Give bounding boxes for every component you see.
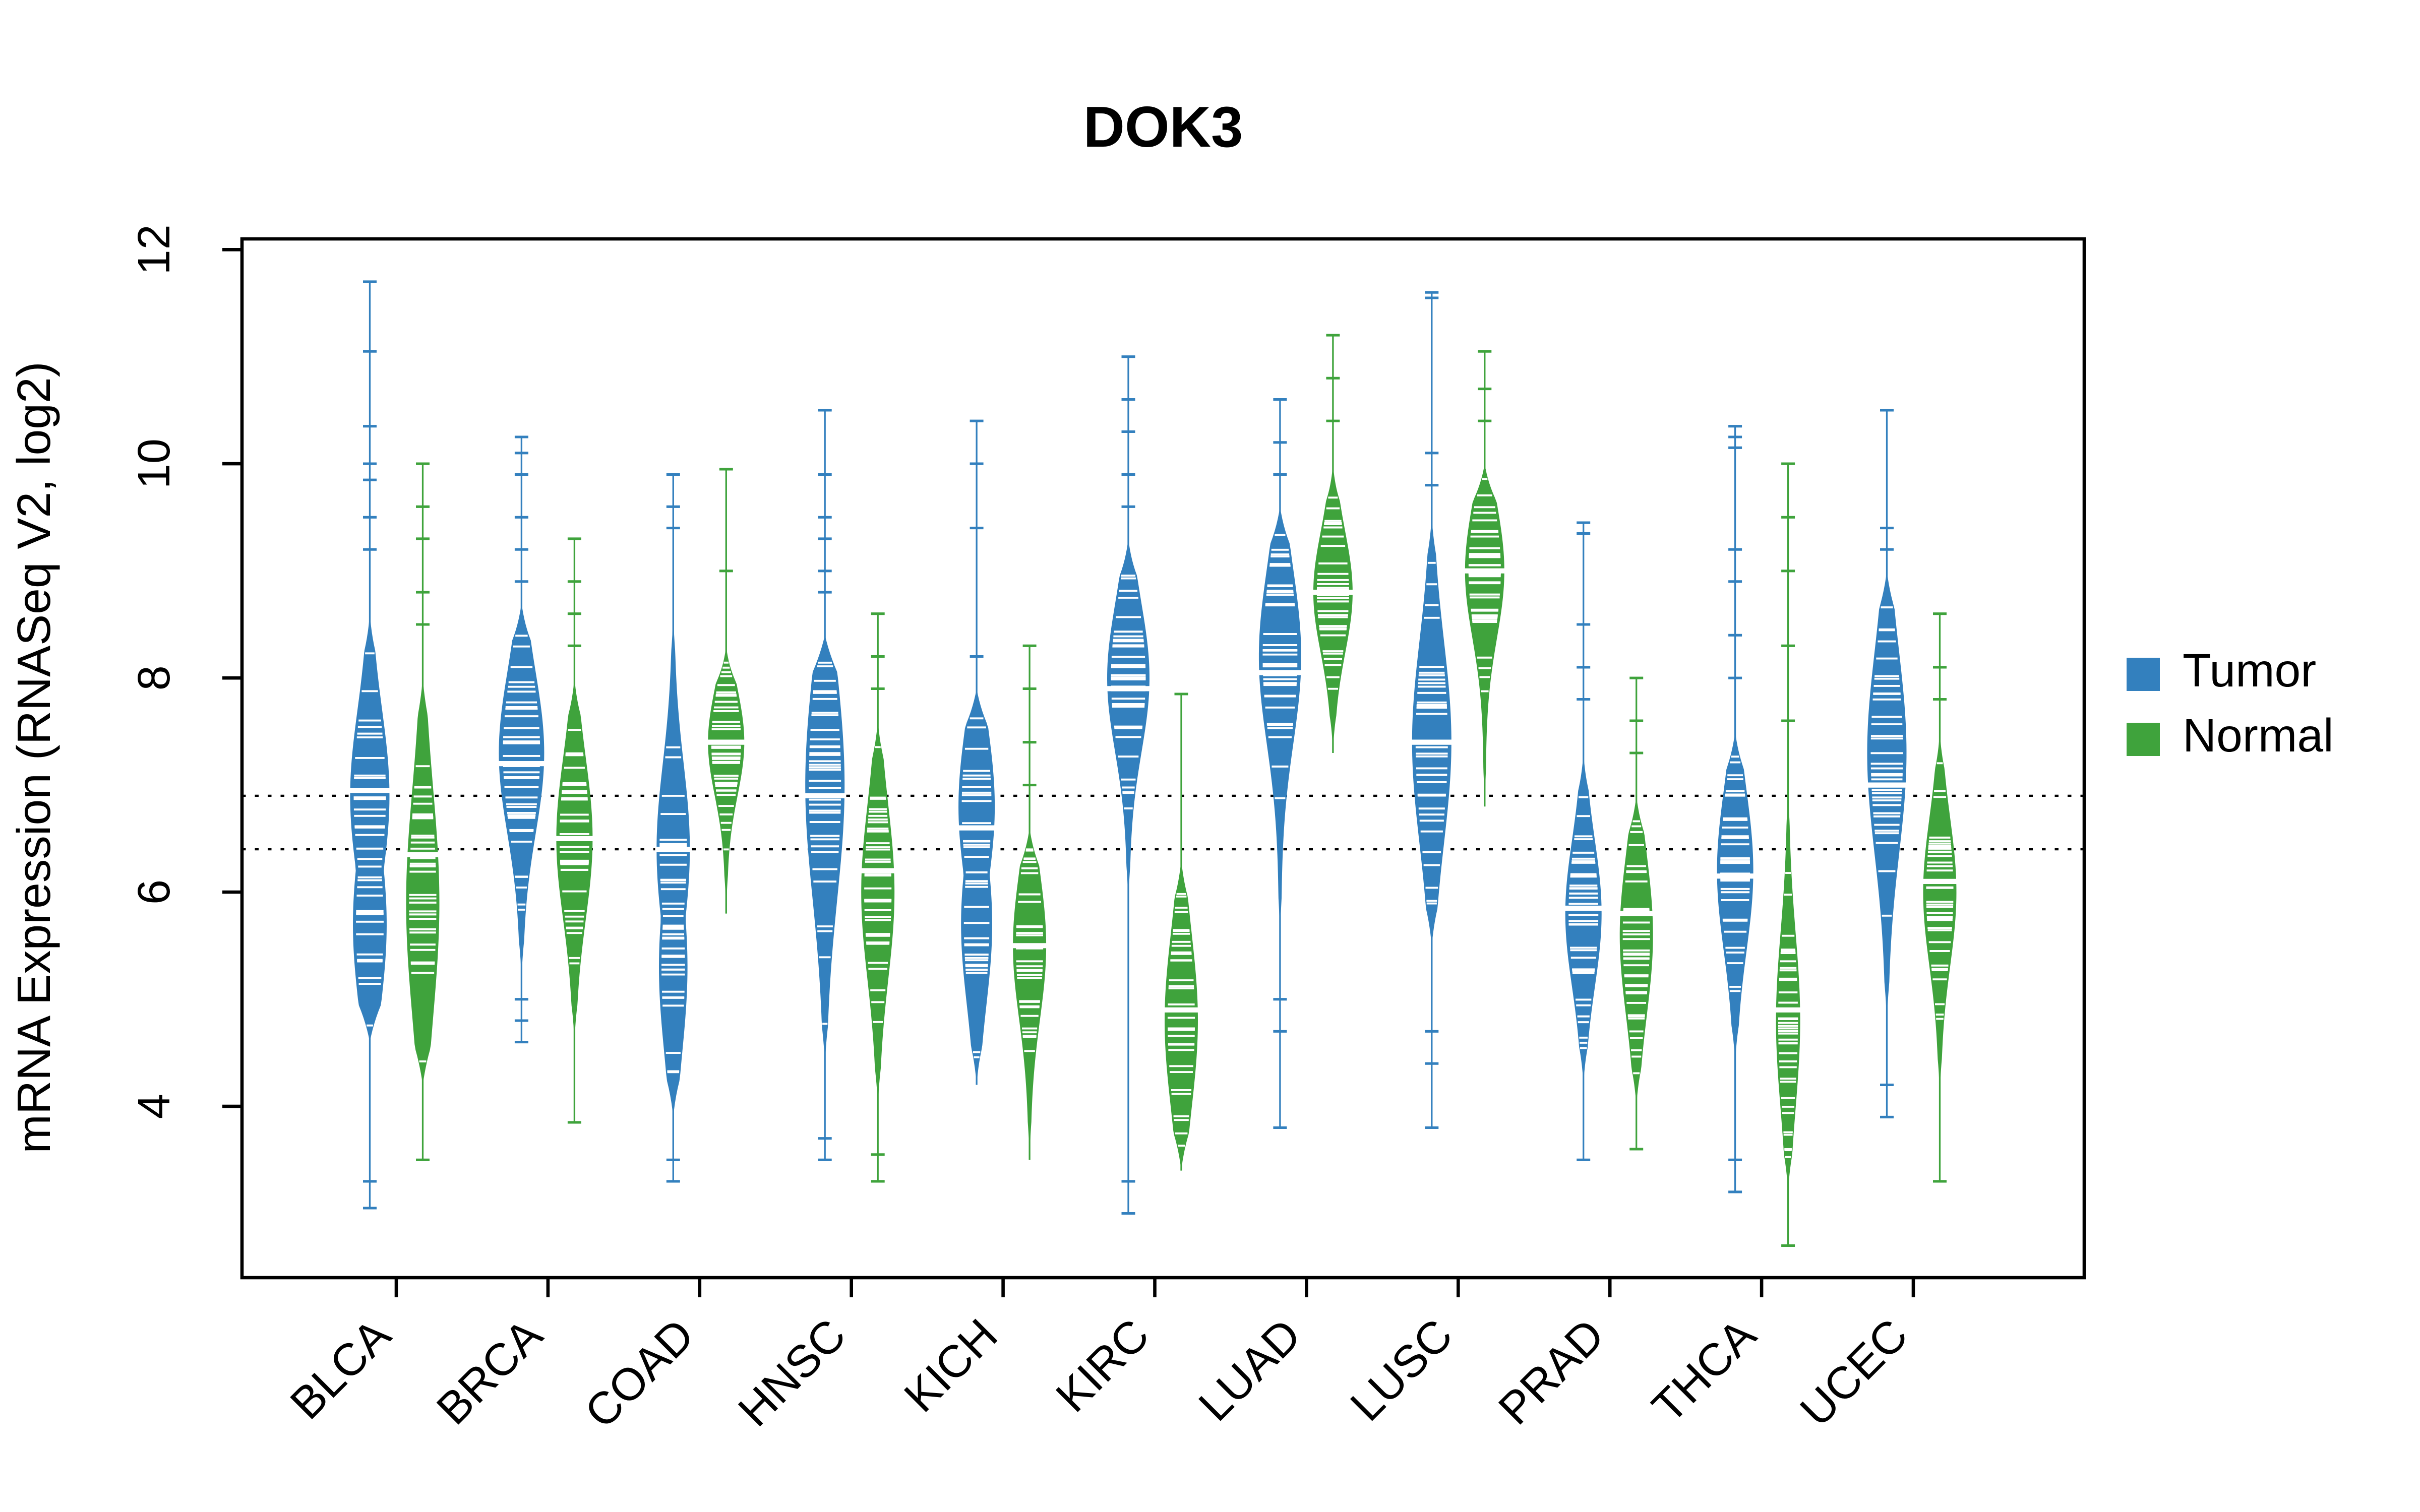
violin-hnsc-normal — [860, 612, 896, 1183]
violin-blca-tumor — [349, 280, 391, 1210]
x-tick-label: HNSC — [729, 1309, 856, 1436]
x-tick-label: LUSC — [1341, 1309, 1462, 1430]
violin-prad-tumor — [1564, 521, 1603, 1161]
tumor-legend-label: Tumor — [2183, 644, 2316, 697]
violin-kirc-normal — [1163, 692, 1199, 1171]
violin-ucec-normal — [1921, 612, 1958, 1183]
violin-kich-tumor — [957, 419, 996, 1085]
x-tick-label: PRAD — [1489, 1309, 1614, 1434]
violin-prad-normal — [1618, 676, 1654, 1151]
violin-body — [1867, 571, 1907, 1021]
normal-legend-swatch — [2127, 723, 2160, 756]
violin-ucec-tumor — [1866, 409, 1907, 1118]
y-tick-label: 10 — [129, 438, 179, 489]
violin-kich-normal — [1011, 644, 1048, 1160]
plot-area: 4 6 8 10 12 BLCA BRCA COAD HNSC KICH KIRC LUAD LUSC P… — [129, 224, 2086, 1438]
violin-body — [499, 603, 544, 978]
legend: Tumor Normal — [2127, 644, 2334, 762]
violin-lusc-tumor — [1411, 291, 1453, 1129]
x-tick-label: KIRC — [1047, 1309, 1159, 1422]
violin-body — [861, 721, 895, 1107]
tumor-legend-swatch — [2127, 658, 2160, 691]
plot-frame — [240, 237, 2086, 1280]
violin-body — [406, 678, 440, 1085]
normal-legend-label: Normal — [2183, 709, 2334, 762]
x-tick-label: THCA — [1643, 1309, 1766, 1432]
violin-coad-tumor — [655, 473, 692, 1183]
violin-body — [1565, 752, 1602, 1085]
violin-luad-tumor — [1258, 398, 1302, 1129]
violin-body — [1313, 464, 1353, 753]
violin-body — [708, 646, 745, 914]
violin-brca-normal — [555, 537, 594, 1124]
violin-kirc-tumor — [1106, 355, 1151, 1215]
violin-body — [1717, 731, 1753, 1064]
y-tick-label: 12 — [129, 224, 179, 275]
x-tick-label: BRCA — [428, 1309, 553, 1434]
violin-thca-tumor — [1715, 425, 1755, 1193]
violin-body — [1107, 538, 1150, 903]
y-tick-label: 6 — [129, 879, 179, 905]
violin-coad-normal — [706, 468, 746, 914]
violin-body — [1258, 507, 1301, 935]
x-tick-label: UCEC — [1791, 1309, 1917, 1436]
violin-luad-normal — [1312, 334, 1354, 753]
x-tick-label: LUAD — [1189, 1309, 1310, 1430]
violin-brca-tumor — [498, 435, 546, 1044]
y-tick-label: 8 — [129, 665, 179, 690]
violin-thca-normal — [1774, 462, 1802, 1247]
x-tick-label: BLCA — [281, 1309, 400, 1429]
violin-body — [1013, 828, 1047, 1160]
violin-body — [1465, 464, 1504, 807]
violin-body — [1165, 860, 1198, 1171]
chart-title: DOK3 — [1083, 95, 1243, 159]
x-tick-label: KICH — [895, 1309, 1007, 1422]
violin-body — [805, 635, 845, 1064]
violin-blca-normal — [406, 462, 440, 1161]
violin-lusc-normal — [1464, 350, 1506, 807]
y-tick-label: 4 — [129, 1094, 179, 1119]
y-axis-title: mRNA Expression (RNASeq V2, log2) — [8, 361, 60, 1153]
violin-hnsc-tumor — [804, 409, 846, 1161]
x-tick-label: COAD — [575, 1309, 704, 1438]
violin-body — [1412, 517, 1451, 946]
violin-body — [1776, 785, 1800, 1192]
